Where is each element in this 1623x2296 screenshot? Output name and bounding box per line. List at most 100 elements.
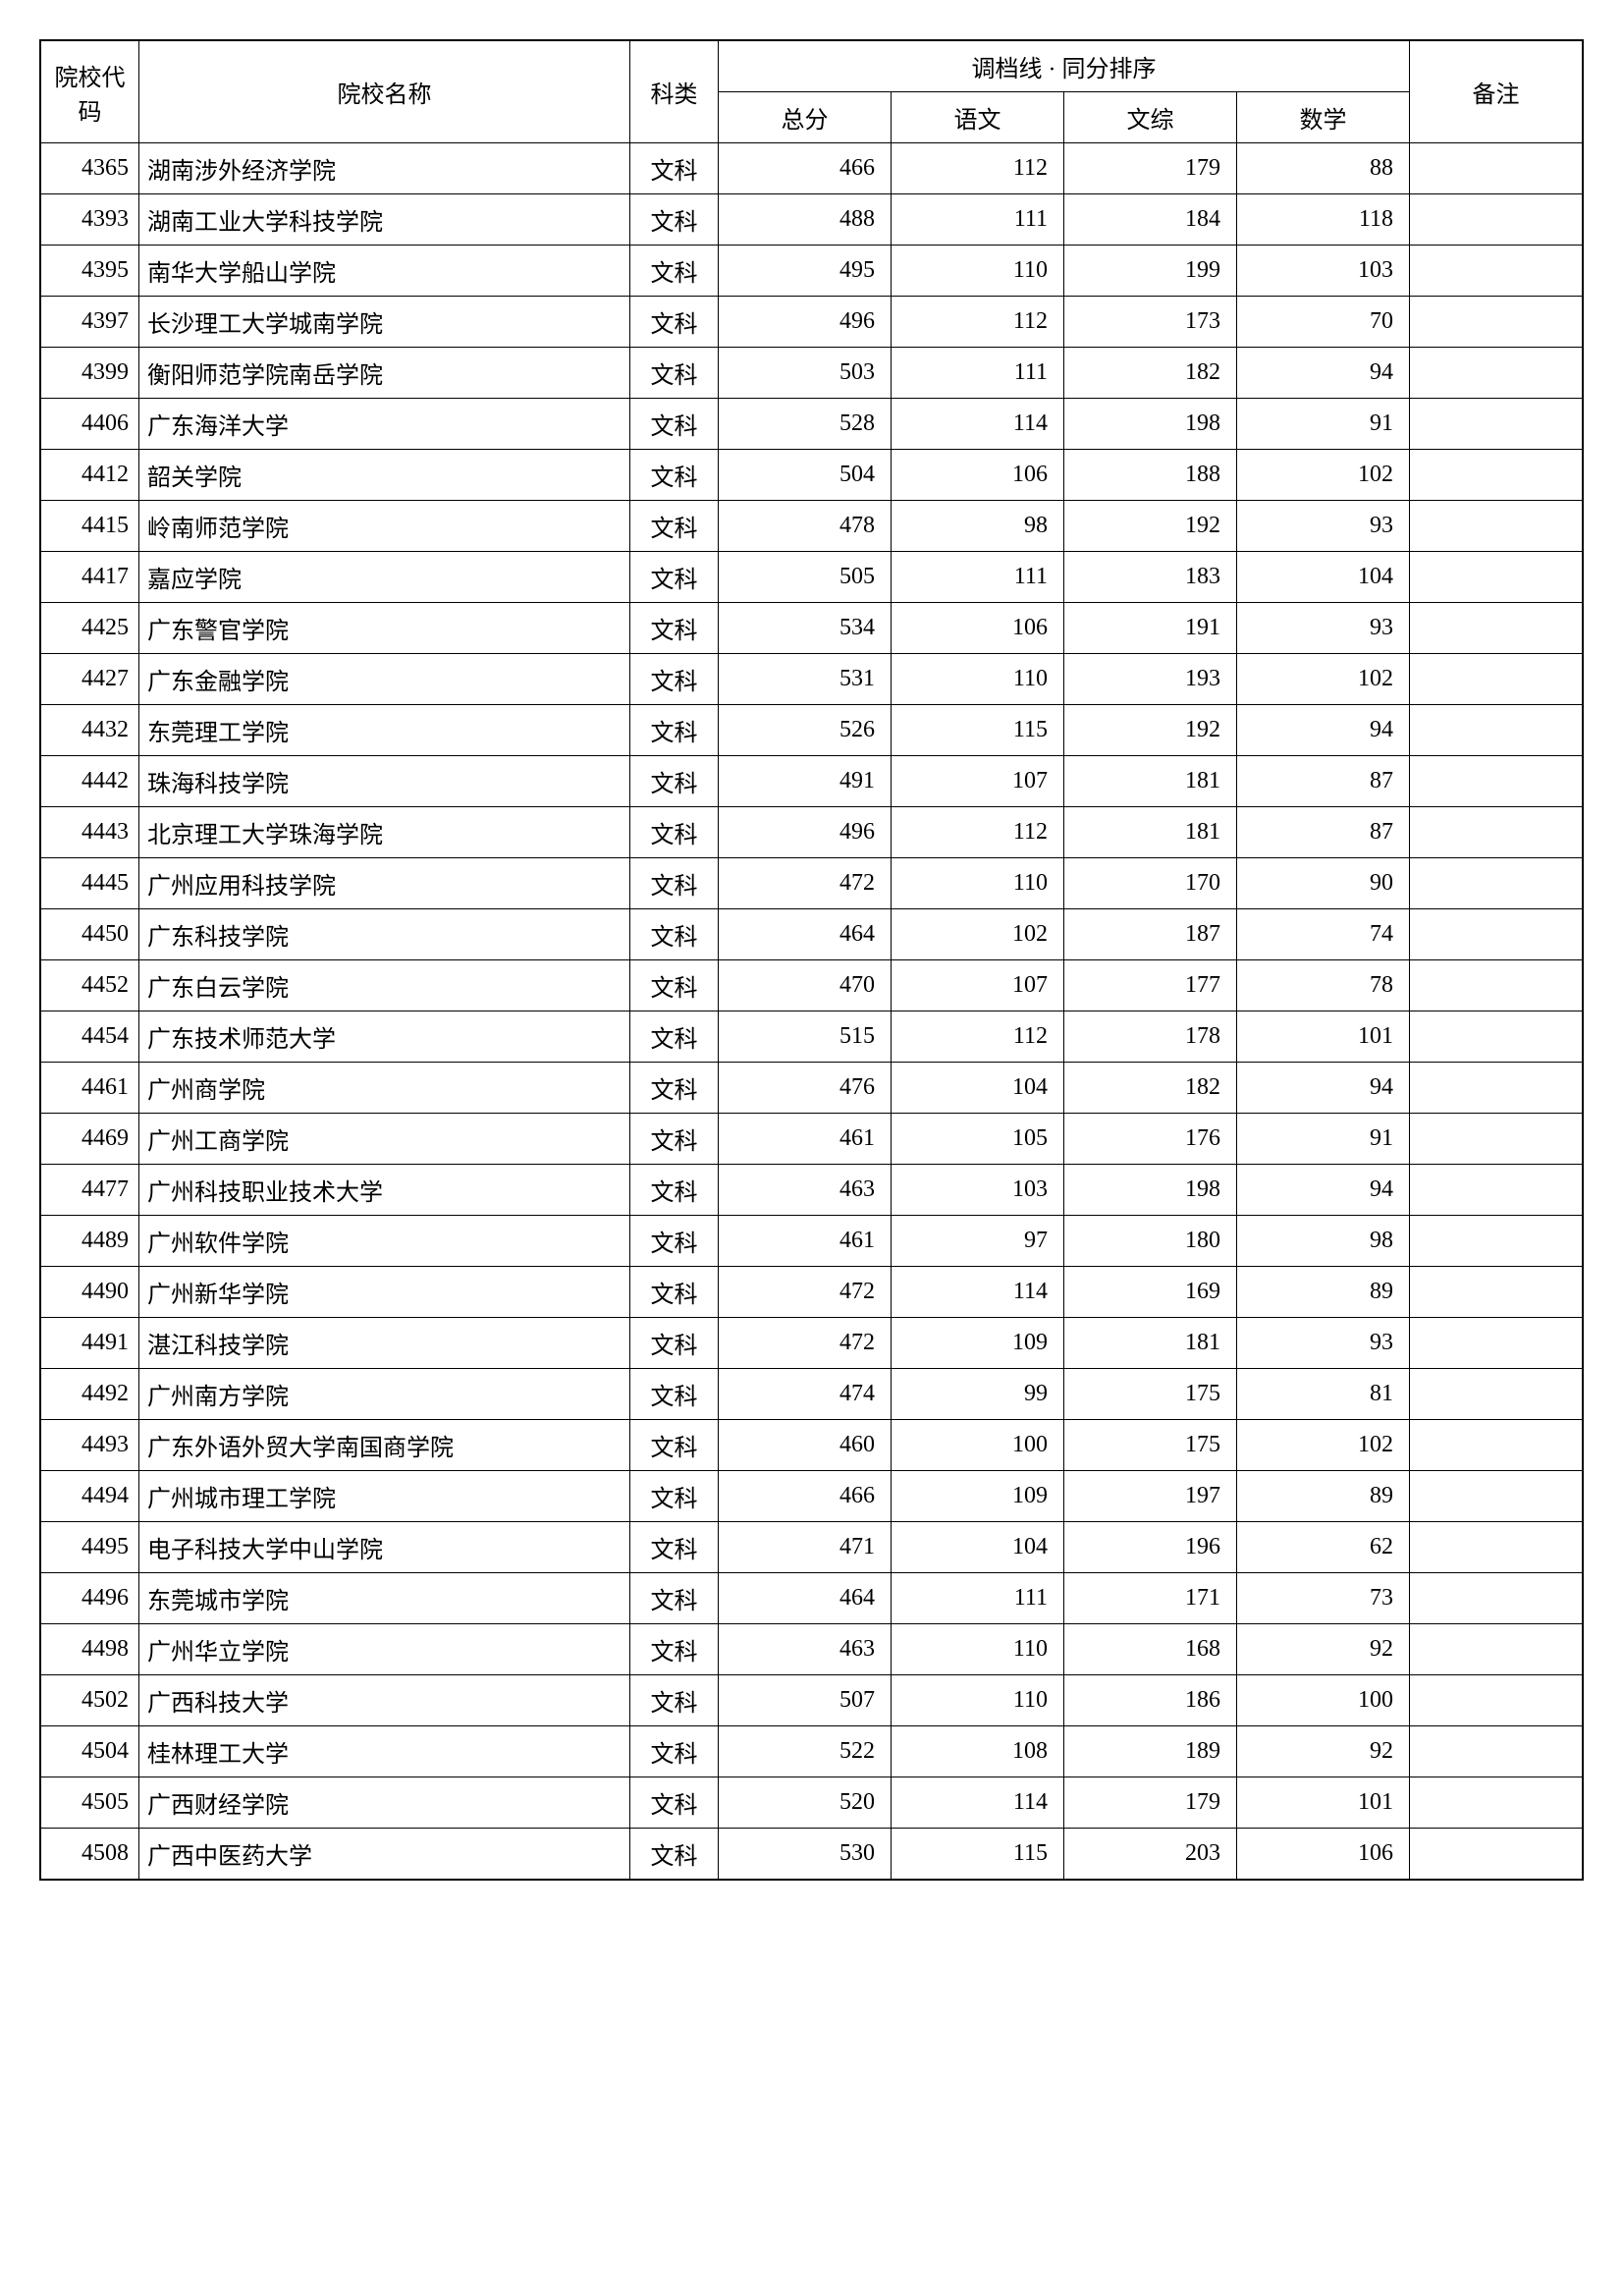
table-row: 4496东莞城市学院文科46411117173 <box>41 1573 1583 1624</box>
cell-type: 文科 <box>630 1573 719 1624</box>
cell-math: 89 <box>1237 1267 1410 1318</box>
header-chinese: 语文 <box>892 92 1064 143</box>
cell-remark <box>1410 143 1583 194</box>
cell-code: 4489 <box>41 1216 139 1267</box>
table-row: 4493广东外语外贸大学南国商学院文科460100175102 <box>41 1420 1583 1471</box>
cell-code: 4395 <box>41 246 139 297</box>
cell-name: 广东技术师范大学 <box>139 1011 630 1063</box>
cell-math: 101 <box>1237 1777 1410 1829</box>
table-row: 4491湛江科技学院文科47210918193 <box>41 1318 1583 1369</box>
cell-total: 472 <box>719 1318 892 1369</box>
cell-chinese: 104 <box>892 1522 1064 1573</box>
header-name: 院校名称 <box>139 41 630 143</box>
cell-total: 478 <box>719 501 892 552</box>
cell-code: 4412 <box>41 450 139 501</box>
header-score-group: 调档线 · 同分排序 <box>719 41 1410 92</box>
header-total: 总分 <box>719 92 892 143</box>
cell-remark <box>1410 1420 1583 1471</box>
cell-code: 4443 <box>41 807 139 858</box>
cell-type: 文科 <box>630 1726 719 1777</box>
table-row: 4504桂林理工大学文科52210818992 <box>41 1726 1583 1777</box>
cell-chinese: 109 <box>892 1471 1064 1522</box>
table-row: 4502广西科技大学文科507110186100 <box>41 1675 1583 1726</box>
cell-comprehensive: 183 <box>1064 552 1237 603</box>
cell-type: 文科 <box>630 552 719 603</box>
cell-type: 文科 <box>630 501 719 552</box>
table-row: 4492广州南方学院文科4749917581 <box>41 1369 1583 1420</box>
cell-math: 104 <box>1237 552 1410 603</box>
cell-total: 464 <box>719 1573 892 1624</box>
cell-math: 88 <box>1237 143 1410 194</box>
cell-name: 东莞理工学院 <box>139 705 630 756</box>
cell-total: 530 <box>719 1829 892 1880</box>
cell-name: 广州城市理工学院 <box>139 1471 630 1522</box>
cell-remark <box>1410 1267 1583 1318</box>
cell-name: 北京理工大学珠海学院 <box>139 807 630 858</box>
cell-name: 广东金融学院 <box>139 654 630 705</box>
cell-chinese: 115 <box>892 1829 1064 1880</box>
cell-math: 89 <box>1237 1471 1410 1522</box>
header-remark: 备注 <box>1410 41 1583 143</box>
cell-chinese: 104 <box>892 1063 1064 1114</box>
cell-name: 广州工商学院 <box>139 1114 630 1165</box>
cell-comprehensive: 180 <box>1064 1216 1237 1267</box>
cell-math: 70 <box>1237 297 1410 348</box>
cell-math: 91 <box>1237 1114 1410 1165</box>
cell-chinese: 111 <box>892 1573 1064 1624</box>
cell-type: 文科 <box>630 705 719 756</box>
cell-math: 62 <box>1237 1522 1410 1573</box>
cell-chinese: 111 <box>892 348 1064 399</box>
table-row: 4412韶关学院文科504106188102 <box>41 450 1583 501</box>
cell-total: 488 <box>719 194 892 246</box>
cell-remark <box>1410 756 1583 807</box>
cell-math: 91 <box>1237 399 1410 450</box>
cell-type: 文科 <box>630 1216 719 1267</box>
cell-type: 文科 <box>630 654 719 705</box>
cell-type: 文科 <box>630 348 719 399</box>
cell-code: 4452 <box>41 960 139 1011</box>
cell-code: 4504 <box>41 1726 139 1777</box>
cell-math: 101 <box>1237 1011 1410 1063</box>
cell-chinese: 110 <box>892 1675 1064 1726</box>
cell-type: 文科 <box>630 450 719 501</box>
cell-code: 4417 <box>41 552 139 603</box>
cell-comprehensive: 171 <box>1064 1573 1237 1624</box>
cell-remark <box>1410 705 1583 756</box>
cell-remark <box>1410 552 1583 603</box>
cell-chinese: 102 <box>892 909 1064 960</box>
table-row: 4395南华大学船山学院文科495110199103 <box>41 246 1583 297</box>
cell-remark <box>1410 1471 1583 1522</box>
cell-total: 461 <box>719 1114 892 1165</box>
cell-chinese: 111 <box>892 194 1064 246</box>
cell-total: 461 <box>719 1216 892 1267</box>
cell-name: 广州科技职业技术大学 <box>139 1165 630 1216</box>
cell-type: 文科 <box>630 1675 719 1726</box>
cell-type: 文科 <box>630 1114 719 1165</box>
cell-type: 文科 <box>630 1522 719 1573</box>
cell-type: 文科 <box>630 1165 719 1216</box>
cell-total: 505 <box>719 552 892 603</box>
cell-name: 广州商学院 <box>139 1063 630 1114</box>
table-row: 4417嘉应学院文科505111183104 <box>41 552 1583 603</box>
cell-code: 4450 <box>41 909 139 960</box>
cell-remark <box>1410 194 1583 246</box>
cell-remark <box>1410 1369 1583 1420</box>
cell-chinese: 100 <box>892 1420 1064 1471</box>
cell-math: 98 <box>1237 1216 1410 1267</box>
cell-type: 文科 <box>630 1777 719 1829</box>
cell-remark <box>1410 501 1583 552</box>
cell-comprehensive: 187 <box>1064 909 1237 960</box>
cell-name: 湖南涉外经济学院 <box>139 143 630 194</box>
cell-comprehensive: 181 <box>1064 756 1237 807</box>
cell-code: 4502 <box>41 1675 139 1726</box>
cell-math: 106 <box>1237 1829 1410 1880</box>
cell-remark <box>1410 246 1583 297</box>
cell-code: 4494 <box>41 1471 139 1522</box>
cell-name: 东莞城市学院 <box>139 1573 630 1624</box>
cell-total: 470 <box>719 960 892 1011</box>
cell-code: 4406 <box>41 399 139 450</box>
table-row: 4498广州华立学院文科46311016892 <box>41 1624 1583 1675</box>
cell-remark <box>1410 1165 1583 1216</box>
cell-type: 文科 <box>630 1318 719 1369</box>
table-row: 4442珠海科技学院文科49110718187 <box>41 756 1583 807</box>
